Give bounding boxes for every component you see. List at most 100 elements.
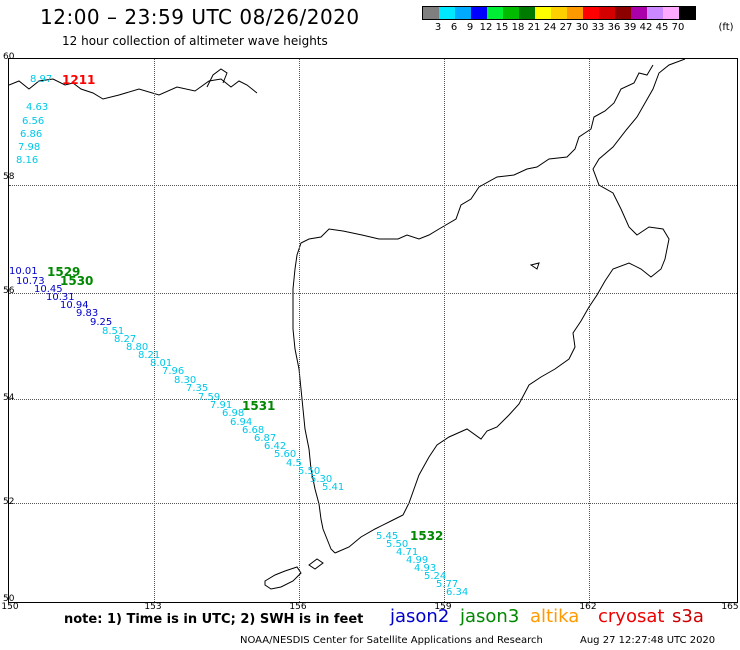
legend-swatch [471, 7, 487, 19]
parallel-line [9, 503, 737, 504]
legend-label: 12 [479, 22, 493, 33]
track-label: 1529 [47, 265, 81, 279]
coastline-lake [529, 262, 540, 270]
legend-swatch [615, 7, 631, 19]
wave-height-value: 5.50 [386, 539, 409, 550]
wave-height-value: 4.71 [396, 547, 419, 558]
wave-height-value: 8.51 [102, 326, 125, 337]
legend-unit: (ft) [718, 22, 734, 33]
legend-label: 18 [511, 22, 525, 33]
legend-swatch [599, 7, 615, 19]
coastline-kamchatka-east [334, 59, 686, 554]
wave-height-value: 8.30 [174, 375, 197, 386]
legend-label: 24 [543, 22, 557, 33]
legend-label: 33 [591, 22, 605, 33]
wave-height-value: 4.93 [414, 563, 437, 574]
track-label: 1531 [242, 399, 276, 413]
latitude-label: 52 [3, 497, 15, 507]
parallel-line [9, 185, 737, 186]
satellite-name: jason2 [390, 606, 450, 627]
wave-height-value: 10.73 [16, 276, 45, 287]
color-legend-bar [422, 6, 696, 20]
wave-height-value: 5.41 [322, 482, 345, 493]
wave-height-value: 7.91 [210, 400, 233, 411]
satellite-name: s3a [672, 606, 704, 627]
latitude-label: 60 [3, 52, 15, 62]
legend-swatch [551, 7, 567, 19]
wave-height-value: 8.80 [126, 342, 149, 353]
legend-swatch [679, 7, 695, 19]
legend-label: 42 [639, 22, 653, 33]
wave-height-value: 4.5 [286, 458, 302, 469]
coastline-islet-2 [308, 558, 324, 570]
legend-swatch [519, 7, 535, 19]
wave-height-value: 6.68 [242, 425, 265, 436]
track-label: 1211 [62, 73, 96, 87]
wave-height-value: 7.59 [198, 392, 221, 403]
legend-swatch [423, 7, 439, 19]
wave-height-value: 8.16 [16, 155, 39, 166]
legend-swatch [631, 7, 647, 19]
wave-height-value: 4.99 [406, 555, 429, 566]
timestamp-text: Aug 27 12:27:48 UTC 2020 [580, 635, 716, 646]
legend-swatch [647, 7, 663, 19]
legend-label: 21 [527, 22, 541, 33]
wave-height-value: 7.96 [162, 366, 185, 377]
coastline-okhotsk-north [9, 78, 258, 100]
legend-label: 30 [575, 22, 589, 33]
coastline [9, 59, 686, 590]
wave-height-value: 8.27 [114, 334, 137, 345]
track-label: 1532 [410, 529, 444, 543]
longitude-label: 162 [579, 602, 597, 612]
wave-height-value: 7.98 [18, 142, 41, 153]
meridian-line [444, 59, 445, 602]
wave-height-value: 6.86 [20, 129, 43, 140]
parallel-line [9, 293, 737, 294]
wave-height-value: 10.94 [60, 300, 89, 311]
color-legend-labels: 3 6 9 12 15 18 21 24 27 30 33 36 39 42 45 70 (ft) [422, 22, 740, 36]
wave-height-value: 10.01 [9, 266, 38, 277]
wave-height-value: 9.25 [90, 317, 113, 328]
legend-swatch [535, 7, 551, 19]
wave-height-value: 8.97 [30, 74, 53, 85]
legend-swatch [503, 7, 519, 19]
legend-label: 6 [450, 22, 458, 33]
wave-height-value: 6.56 [22, 116, 45, 127]
legend-label: 39 [623, 22, 637, 33]
latitude-label: 54 [3, 393, 15, 403]
wave-height-value: 6.42 [264, 441, 287, 452]
wave-height-value: 10.31 [46, 292, 75, 303]
wave-height-value: 5.60 [274, 449, 297, 460]
wave-height-value: 6.87 [254, 433, 277, 444]
latitude-label: 58 [3, 172, 15, 182]
longitude-label: 159 [434, 602, 452, 612]
legend-label: 3 [434, 22, 442, 33]
coastline-kamchatka-west [292, 64, 654, 554]
wave-height-value: 5.77 [436, 579, 459, 590]
longitude-label: 156 [289, 602, 307, 612]
satellite-name: jason3 [460, 606, 520, 627]
legend-swatch [567, 7, 583, 19]
satellite-name: altika [530, 606, 580, 627]
map-subtitle: 12 hour collection of altimeter wave hei… [62, 34, 328, 48]
meridian-line [589, 59, 590, 602]
legend-swatch [439, 7, 455, 19]
credit-text: NOAA/NESDIS Center for Satellite Applica… [240, 635, 543, 646]
legend-swatch [663, 7, 679, 19]
wave-height-value: 4.63 [26, 102, 49, 113]
legend-label: 70 [671, 22, 685, 33]
wave-height-value: 5.45 [376, 531, 399, 542]
meridian-line [299, 59, 300, 602]
meridian-line [154, 59, 155, 602]
map-panel [8, 58, 738, 603]
legend-label: 15 [495, 22, 509, 33]
longitude-label: 153 [144, 602, 162, 612]
wave-height-value: 5.24 [424, 571, 447, 582]
wave-height-value: 5.30 [310, 474, 333, 485]
wave-height-value: 8.21 [138, 350, 161, 361]
legend-label: 36 [607, 22, 621, 33]
wave-height-value: 6.34 [446, 587, 469, 598]
footer-note: note: 1) Time is in UTC; 2) SWH is in fe… [64, 612, 364, 627]
coastline-taygonos [206, 68, 228, 88]
legend-swatch [455, 7, 471, 19]
